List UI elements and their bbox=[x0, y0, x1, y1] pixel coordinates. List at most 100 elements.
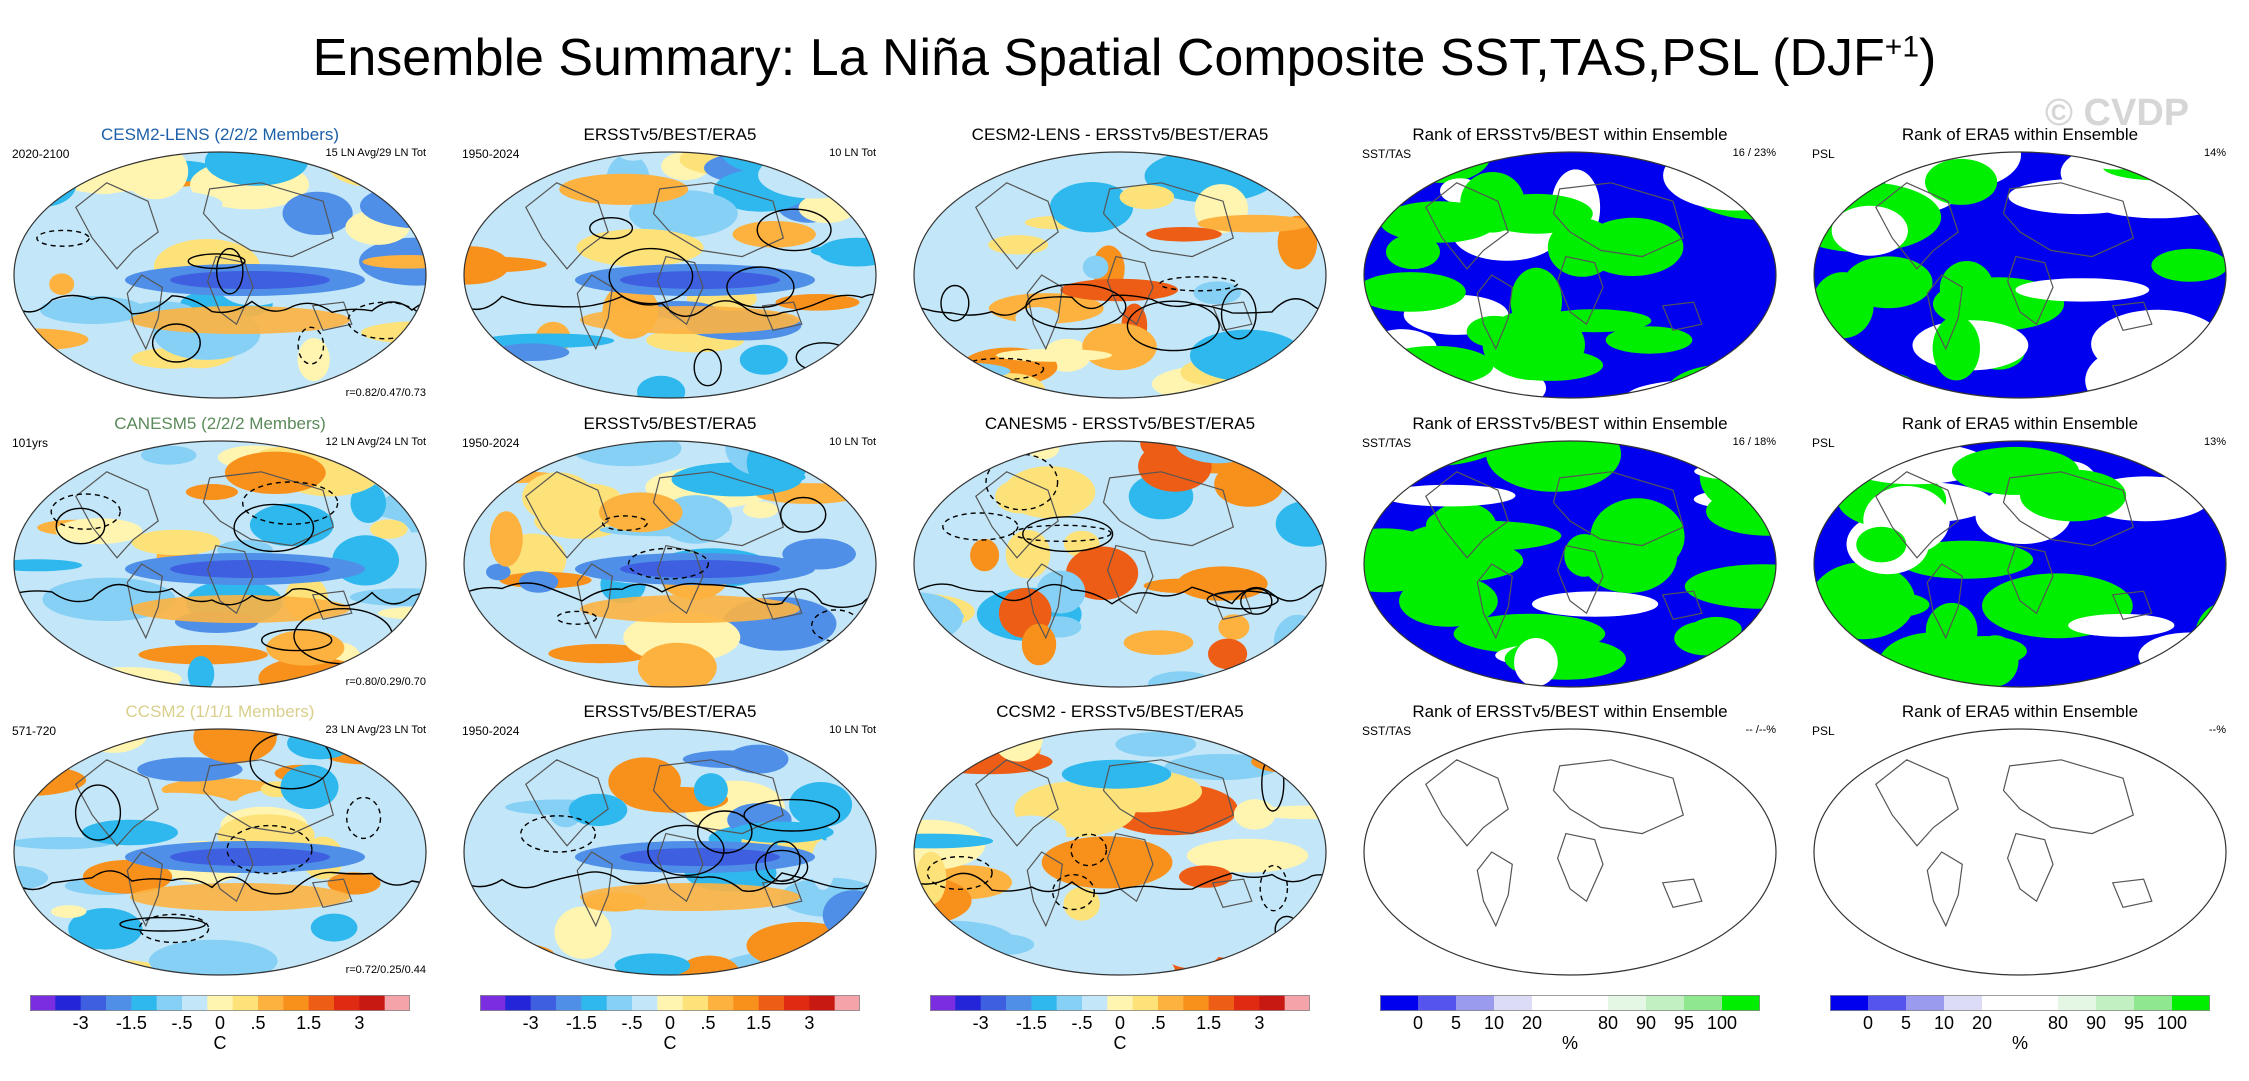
psl-contour bbox=[151, 323, 201, 363]
anomaly-patch bbox=[739, 344, 788, 375]
colorbar-swatch bbox=[980, 995, 1007, 1011]
panel-left-label: PSL bbox=[1812, 147, 1835, 161]
psl-contour bbox=[756, 208, 832, 252]
anomaly-patch bbox=[914, 729, 969, 772]
psl-contour bbox=[1022, 516, 1114, 553]
global-map bbox=[1813, 728, 2227, 976]
anomaly-patch bbox=[792, 950, 876, 968]
colorbar-swatch bbox=[632, 995, 658, 1011]
panel-title: Rank of ERSSTv5/BEST within Ensemble bbox=[1412, 702, 1728, 721]
map-border bbox=[1363, 728, 1777, 976]
rank-region bbox=[2102, 152, 2220, 181]
colorbar-swatch bbox=[1722, 995, 1760, 1011]
anomaly-patch bbox=[14, 159, 77, 207]
panel-right-label: 14% bbox=[2203, 147, 2226, 159]
rank-region bbox=[1951, 446, 2079, 495]
colorbar-swatch bbox=[1830, 995, 1869, 1011]
anomaly-patch bbox=[489, 511, 523, 567]
colorbar-swatch bbox=[30, 995, 56, 1011]
anomaly-patch bbox=[297, 338, 330, 382]
map-panel: CCSM2 - ERSSTv5/BEST/ERA5 bbox=[912, 702, 1352, 992]
colorbar-swatch bbox=[1208, 995, 1235, 1011]
coastline bbox=[2111, 301, 2153, 331]
map-panel: Rank of ERSSTv5/BEST within Ensemble SST/… bbox=[1362, 414, 1802, 704]
anomaly-patch bbox=[68, 908, 143, 950]
rank-region bbox=[1486, 441, 1622, 492]
coastline bbox=[1425, 759, 1509, 847]
psl-contour bbox=[1206, 590, 1279, 610]
colorbar: -3 -1.5 -.5 0 .5 1.5 3 C bbox=[30, 995, 410, 1055]
coastline bbox=[1106, 832, 1154, 903]
warm-band bbox=[580, 883, 800, 911]
map-panel: CANESM5 - ERSSTv5/BEST/ERA5 bbox=[912, 414, 1352, 704]
rank-region bbox=[1831, 205, 1908, 256]
colorbar-swatch bbox=[384, 995, 410, 1011]
colorbar-frame bbox=[930, 995, 1310, 1011]
coastline bbox=[761, 301, 803, 331]
coastline bbox=[1476, 851, 1513, 928]
colorbar-tick-label: .5 bbox=[700, 1013, 716, 1033]
psl-contour bbox=[297, 326, 325, 365]
colorbar-swatch bbox=[1570, 995, 1609, 1011]
colorbar-swatch bbox=[1107, 995, 1134, 1011]
anomaly-patch bbox=[571, 441, 682, 467]
colorbar-tick-label: 95 bbox=[2123, 1013, 2145, 1033]
rank-region bbox=[1856, 526, 1907, 563]
colorbar-tick-label: 0 bbox=[1862, 1013, 1874, 1033]
anomaly-patch bbox=[996, 348, 1112, 362]
rank-region bbox=[1897, 540, 2034, 579]
panel-right-label: 10 LN Tot bbox=[829, 436, 876, 448]
colorbar-tick-label: 20 bbox=[1971, 1013, 1993, 1033]
coastline bbox=[2006, 544, 2054, 615]
coastline bbox=[2002, 182, 2135, 258]
anomaly-patch bbox=[1003, 466, 1096, 519]
colorbar-swatch bbox=[930, 995, 956, 1011]
panel-title: Rank of ERSSTv5/BEST within Ensemble bbox=[1412, 414, 1728, 433]
anomaly-patch bbox=[1068, 363, 1128, 395]
psl-contour bbox=[926, 855, 993, 890]
coastline bbox=[2111, 878, 2153, 908]
psl-contour bbox=[627, 547, 710, 580]
colorbar-swatch bbox=[1132, 995, 1159, 1011]
anomaly-patch bbox=[41, 446, 93, 471]
coastline bbox=[311, 301, 353, 331]
colorbar-swatch bbox=[334, 995, 360, 1011]
colorbar-swatch bbox=[1056, 995, 1083, 1011]
coastline bbox=[2002, 759, 2135, 835]
psl-contour bbox=[74, 784, 122, 841]
rank-region bbox=[1532, 591, 1659, 617]
colorbar: 0 5 10 20 80 90 95 100% bbox=[1830, 995, 2210, 1055]
panel-right-label: 23 LN Avg/23 LN Tot bbox=[325, 724, 427, 736]
colorbar-tick-label: 0 bbox=[1114, 1013, 1126, 1033]
coastline bbox=[2111, 590, 2153, 620]
anomaly-patch bbox=[783, 369, 876, 398]
anomaly-patch bbox=[486, 288, 614, 312]
anomaly-patch bbox=[51, 905, 87, 918]
anomaly-patch bbox=[1164, 753, 1279, 781]
colorbar-swatch bbox=[2096, 995, 2135, 1011]
global-map bbox=[463, 728, 877, 976]
colorbar-swatch bbox=[657, 995, 684, 1011]
rank-region bbox=[2008, 178, 2150, 215]
anomaly-patch bbox=[548, 821, 661, 838]
colorbar-frame bbox=[480, 995, 860, 1011]
colorbar-tick-label: 0 bbox=[664, 1013, 676, 1033]
psl-contour bbox=[608, 247, 694, 305]
anomaly-patch bbox=[1021, 623, 1057, 666]
anomaly-patch bbox=[327, 872, 381, 895]
colorbar-swatch bbox=[258, 995, 284, 1011]
colorbar-tick-label: 3 bbox=[1254, 1013, 1265, 1033]
psl-contour bbox=[261, 628, 333, 652]
anomaly-patch bbox=[1063, 887, 1100, 921]
map-border bbox=[463, 440, 877, 688]
rank-region bbox=[2068, 613, 2175, 637]
panel-title: CCSM2 (1/1/1 Members) bbox=[125, 702, 315, 721]
coastline bbox=[1425, 182, 1509, 270]
anomaly-patch bbox=[568, 793, 628, 827]
global-map bbox=[913, 728, 1327, 976]
colorbar-unit: C bbox=[663, 1033, 677, 1053]
coastline bbox=[975, 759, 1059, 847]
rank-region bbox=[1939, 261, 1994, 316]
coastline bbox=[75, 471, 159, 559]
anomaly-patch bbox=[131, 529, 221, 556]
